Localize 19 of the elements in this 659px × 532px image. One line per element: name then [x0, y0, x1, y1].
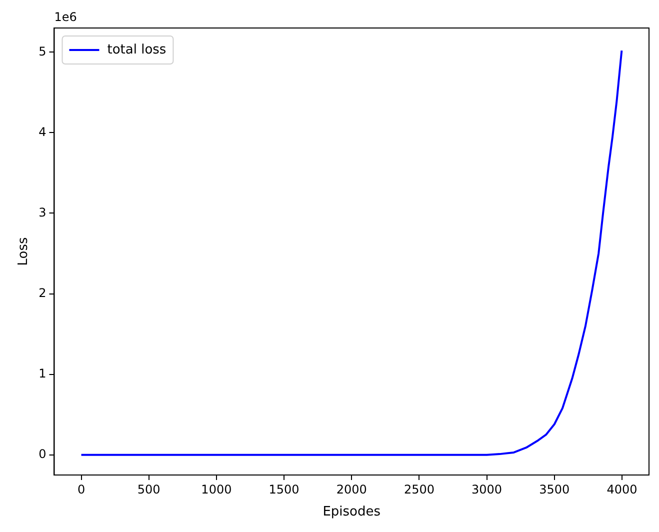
y-tick-label: 1 — [38, 366, 46, 380]
x-tick-label: 1500 — [268, 482, 300, 496]
x-tick-label: 1000 — [201, 482, 232, 496]
y-tick-label: 4 — [38, 124, 46, 139]
x-tick-label: 3000 — [472, 482, 502, 496]
x-tick-label: 500 — [137, 482, 160, 496]
x-tick-label: 2500 — [404, 482, 434, 496]
y-axis-title: Loss — [16, 237, 32, 266]
x-tick-label: 3500 — [539, 482, 570, 496]
x-tick-label: 4000 — [606, 482, 638, 496]
x-axis-title: Episodes — [322, 504, 381, 520]
text: 1e6 — [54, 10, 77, 24]
y-tick-label: 0 — [38, 446, 46, 461]
y-tick-label: 5 — [38, 44, 46, 58]
x-tick-label: 2000 — [336, 482, 367, 496]
y-tick-label: 2 — [38, 286, 46, 300]
legend-label: total loss — [107, 42, 166, 58]
y-tick-label: 3 — [38, 205, 46, 220]
x-tick-label: 0 — [77, 482, 86, 496]
